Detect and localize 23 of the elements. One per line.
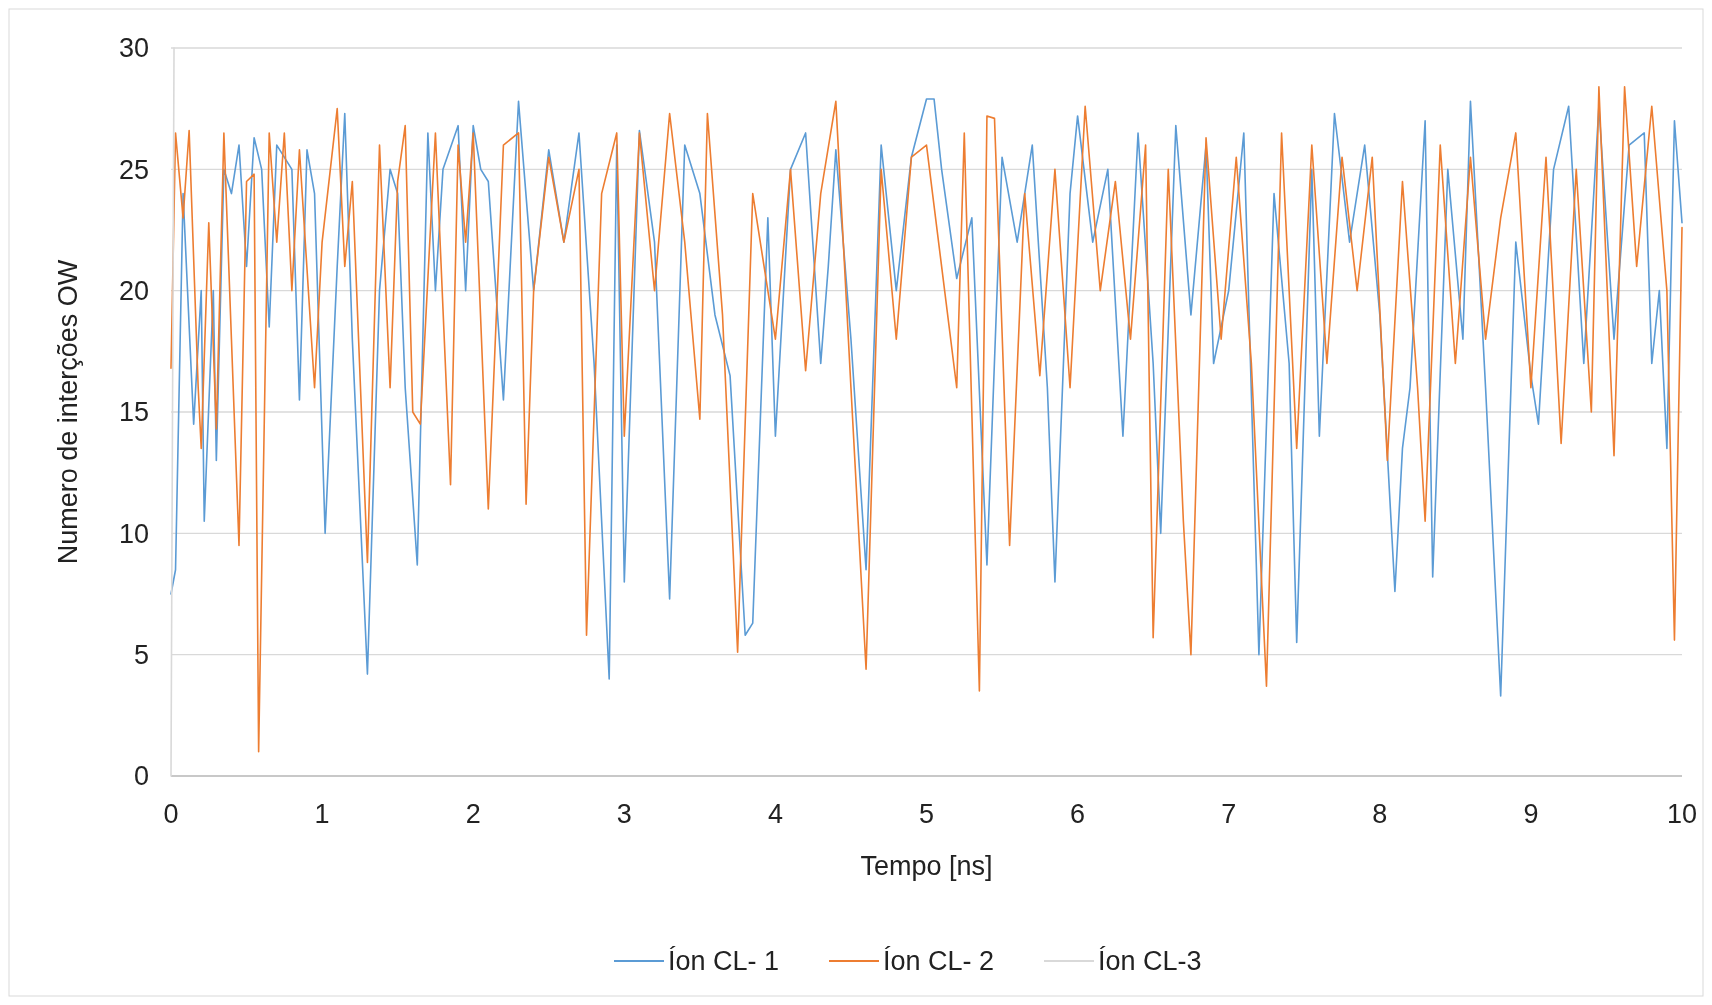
legend-label: Íon CL- 1	[668, 946, 780, 977]
y-tick-label: 25	[118, 154, 149, 185]
legend-label: Íon CL-3	[1098, 946, 1202, 977]
x-tick-label: 0	[163, 799, 179, 830]
x-tick-label: 5	[918, 799, 935, 830]
y-tick-label: 15	[118, 397, 149, 428]
y-tick-label: 30	[118, 33, 149, 64]
y-axis-title: Numero de interções OW	[53, 259, 84, 565]
y-tick-label: 10	[118, 518, 149, 549]
x-tick-label: 7	[1221, 799, 1237, 830]
x-tick-label: 1	[314, 799, 330, 830]
y-tick-label: 0	[133, 761, 149, 792]
x-tick-label: 2	[465, 799, 481, 830]
x-tick-label: 3	[616, 799, 632, 830]
legend-label: Íon CL- 2	[883, 946, 995, 977]
x-tick-label: 9	[1523, 799, 1539, 830]
y-tick-label: 20	[118, 276, 149, 307]
x-tick-label: 6	[1070, 799, 1086, 830]
x-tick-label: 8	[1372, 799, 1388, 830]
x-axis-title: Tempo [ns]	[860, 851, 993, 882]
y-tick-label: 5	[133, 640, 149, 671]
x-tick-label: 4	[767, 799, 783, 830]
x-tick-label: 10	[1666, 799, 1698, 830]
